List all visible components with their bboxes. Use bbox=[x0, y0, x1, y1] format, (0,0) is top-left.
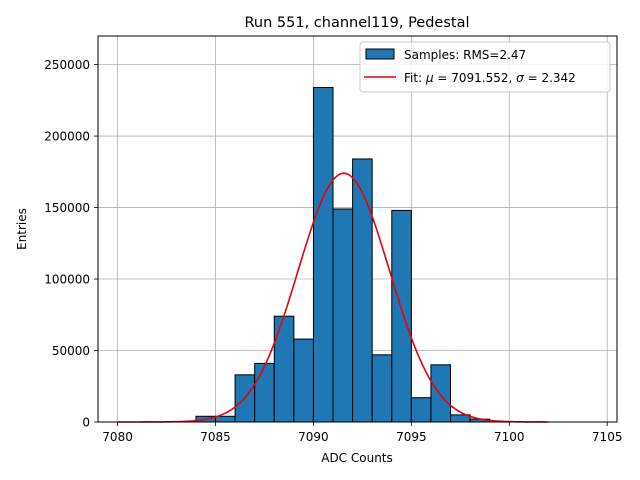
y-tick-label: 0 bbox=[82, 416, 90, 430]
y-tick-label: 200000 bbox=[44, 130, 90, 144]
legend: Samples: RMS=2.47 Fit: μ = 7091.552, σ =… bbox=[359, 41, 611, 93]
plot-frame bbox=[97, 35, 618, 423]
histogram-bar bbox=[273, 315, 295, 423]
legend-samples-label: Samples: RMS=2.47 bbox=[404, 48, 526, 62]
y-axis: 0 50000 100000 150000 200000 250000 bbox=[44, 58, 98, 430]
histogram-bar bbox=[293, 338, 314, 423]
legend-fit-sigma-symbol: σ bbox=[516, 71, 524, 85]
x-tick-label: 7085 bbox=[200, 430, 231, 444]
x-axis: 7080 7085 7090 7095 7100 7105 bbox=[102, 422, 622, 444]
y-tick-label: 250000 bbox=[44, 58, 90, 72]
legend-fit-prefix: Fit: bbox=[404, 71, 426, 85]
histogram-bar bbox=[391, 209, 412, 423]
x-tick-label: 7105 bbox=[592, 430, 623, 444]
histogram-bar bbox=[312, 86, 334, 423]
y-tick-label: 100000 bbox=[44, 273, 90, 287]
histogram-bar bbox=[215, 415, 236, 423]
x-axis-label: ADC Counts bbox=[321, 451, 393, 465]
chart-title: Run 551, channel119, Pedestal bbox=[244, 15, 469, 31]
legend-samples-patch bbox=[365, 48, 395, 60]
histogram-bar bbox=[254, 362, 275, 423]
histogram-bar bbox=[332, 208, 354, 423]
x-tick-label: 7095 bbox=[396, 430, 427, 444]
y-tick-label: 50000 bbox=[52, 344, 90, 358]
legend-fit-mu-symbol: μ bbox=[425, 71, 434, 85]
legend-fit-label: Fit: μ = 7091.552, σ = 2.342 bbox=[404, 71, 576, 85]
histogram-bars bbox=[195, 86, 491, 423]
histogram-bar bbox=[352, 158, 373, 423]
legend-fit-sigma-value: = 2.342 bbox=[524, 71, 576, 85]
legend-fit-mu-value: = 7091.552, bbox=[434, 71, 517, 85]
legend-box bbox=[359, 41, 611, 93]
histogram-bar bbox=[371, 354, 393, 423]
histogram-bar bbox=[410, 397, 432, 423]
y-axis-label: Entries bbox=[15, 208, 29, 250]
x-tick-label: 7100 bbox=[494, 430, 525, 444]
x-tick-label: 7090 bbox=[298, 430, 329, 444]
y-tick-label: 150000 bbox=[44, 201, 90, 215]
x-tick-label: 7080 bbox=[102, 430, 133, 444]
histogram-bar bbox=[430, 364, 452, 423]
fit-curve bbox=[117, 172, 549, 423]
